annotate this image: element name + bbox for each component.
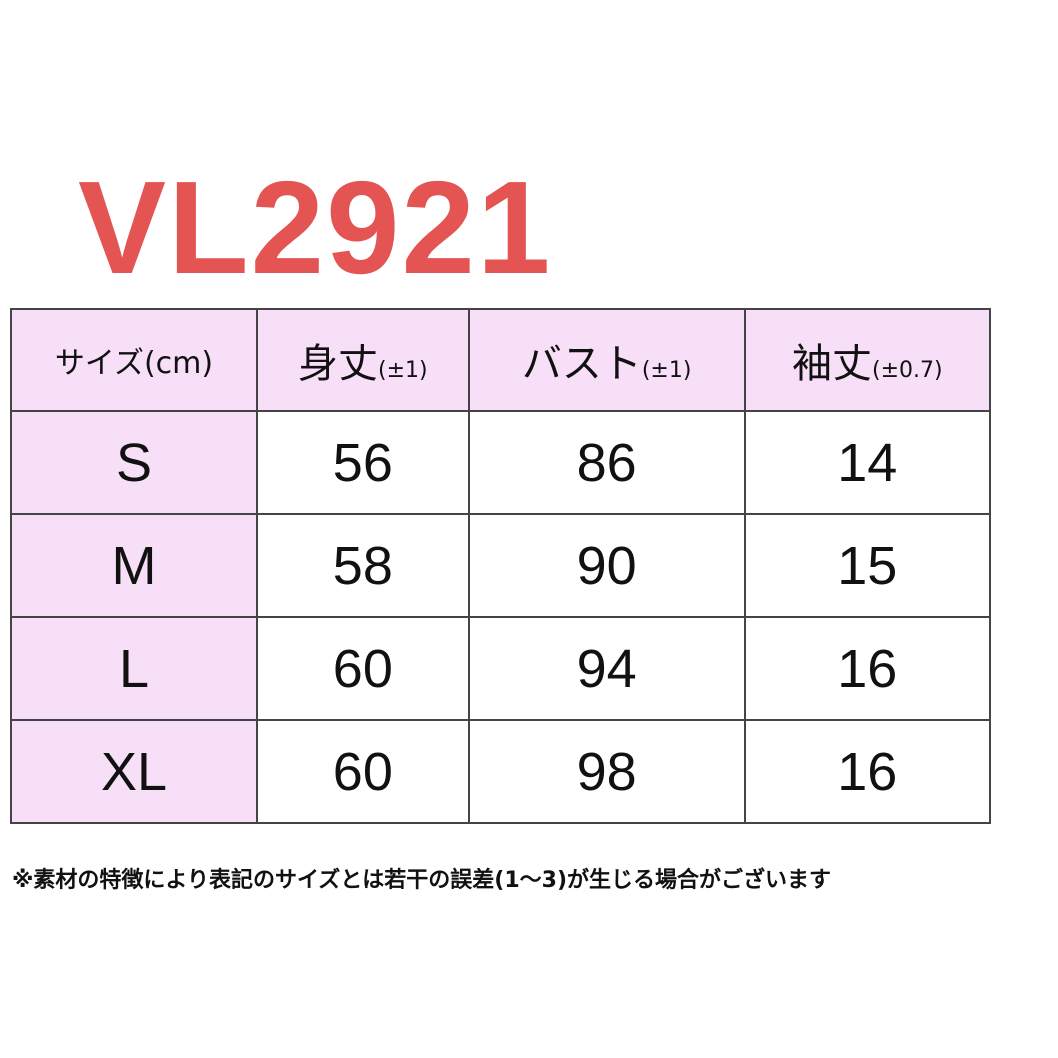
- table-row: XL 60 98 16: [10, 719, 992, 824]
- header-label: 袖丈: [792, 341, 872, 387]
- length-cell: 56: [256, 410, 470, 515]
- header-tolerance: (±0.7): [872, 358, 943, 383]
- table-row: M 58 90 15: [10, 513, 992, 618]
- size-cell: M: [10, 513, 258, 618]
- header-length: 身丈(±1): [256, 308, 470, 412]
- sleeve-cell: 15: [743, 513, 992, 618]
- bust-cell: 90: [467, 513, 746, 618]
- header-bust: バスト(±1): [467, 308, 746, 412]
- size-cell: L: [10, 616, 258, 721]
- disclaimer-note: ※素材の特徴により表記のサイズとは若干の誤差(1～3)が生じる場合がございます: [12, 868, 832, 893]
- header-size: サイズ(cm): [10, 308, 258, 412]
- table-row: S 56 86 14: [10, 410, 992, 515]
- length-cell: 58: [256, 513, 470, 618]
- bust-cell: 86: [467, 410, 746, 515]
- size-cell: S: [10, 410, 258, 515]
- sleeve-cell: 14: [743, 410, 992, 515]
- product-code-title: VL2921: [78, 154, 553, 301]
- header-label: バスト: [521, 341, 642, 387]
- sleeve-cell: 16: [743, 719, 992, 824]
- sleeve-cell: 16: [743, 616, 992, 721]
- size-cell: XL: [10, 719, 258, 824]
- table-header-row: サイズ(cm) 身丈(±1) バスト(±1) 袖丈(±0.7): [10, 308, 992, 412]
- size-chart-table: サイズ(cm) 身丈(±1) バスト(±1) 袖丈(±0.7) S 56 86 …: [10, 308, 992, 824]
- header-sleeve: 袖丈(±0.7): [743, 308, 992, 412]
- table-row: L 60 94 16: [10, 616, 992, 721]
- length-cell: 60: [256, 616, 470, 721]
- length-cell: 60: [256, 719, 470, 824]
- header-label: 身丈: [298, 341, 379, 387]
- header-tolerance: (±1): [641, 358, 692, 383]
- bust-cell: 94: [467, 616, 746, 721]
- bust-cell: 98: [467, 719, 746, 824]
- header-tolerance: (±1): [378, 358, 428, 383]
- header-label: サイズ(cm): [54, 346, 214, 381]
